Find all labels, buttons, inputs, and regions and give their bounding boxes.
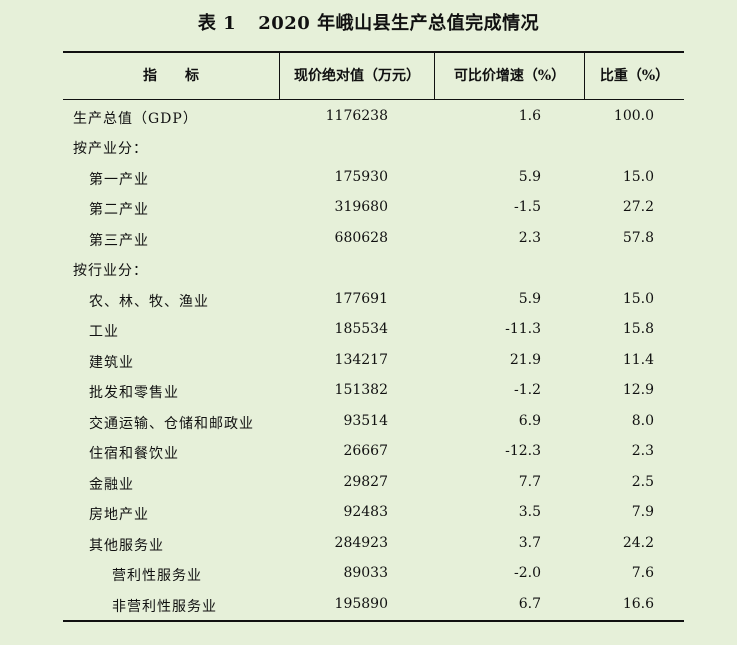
table-row: 建筑业 134217 21.9 11.4: [63, 346, 684, 376]
value-cell: 319680: [334, 199, 388, 215]
value-cell: 195890: [334, 596, 388, 612]
table-row: 按产业分：: [63, 132, 684, 162]
table-row: 第二产业 319680 -1.5 27.2: [63, 193, 684, 223]
row-label: 生产总值（GDP）: [73, 111, 198, 127]
row-label: 按产业分：: [73, 141, 148, 157]
growth-cell: 3.7: [518, 535, 541, 551]
value-cell: 29827: [343, 474, 388, 490]
growth-cell: 5.9: [518, 169, 541, 185]
table-row: 营利性服务业 89033 -2.0 7.6: [63, 559, 684, 589]
header-indicator: 指 标: [143, 68, 199, 84]
row-label: 第二产业: [89, 202, 149, 218]
growth-cell: 21.9: [509, 352, 541, 368]
table-row: 第一产业 175930 5.9 15.0: [63, 163, 684, 193]
value-cell: 185534: [334, 321, 388, 337]
value-cell: 92483: [343, 504, 388, 520]
row-label: 批发和零售业: [89, 385, 179, 401]
value-cell: 175930: [334, 169, 388, 185]
growth-cell: -1.5: [514, 199, 541, 215]
top-rule: [63, 51, 684, 53]
header-value: 现价绝对值（万元）: [294, 68, 420, 84]
table-row: 按行业分：: [63, 254, 684, 284]
header-divider: [279, 53, 280, 99]
row-label: 营利性服务业: [112, 568, 202, 584]
share-cell: 2.3: [631, 443, 654, 459]
growth-cell: 3.5: [518, 504, 541, 520]
row-label: 建筑业: [89, 355, 134, 371]
value-cell: 93514: [343, 413, 388, 429]
table-row: 其他服务业 284923 3.7 24.2: [63, 529, 684, 559]
table-row: 住宿和餐饮业 26667 -12.3 2.3: [63, 437, 684, 467]
share-cell: 12.9: [622, 382, 654, 398]
table-row: 生产总值（GDP） 1176238 1.6 100.0: [63, 102, 684, 132]
row-label: 交通运输、仓储和邮政业: [89, 416, 254, 432]
growth-cell: -1.2: [514, 382, 541, 398]
row-label: 工业: [89, 324, 119, 340]
growth-cell: 2.3: [518, 230, 541, 246]
growth-cell: -12.3: [505, 443, 541, 459]
share-cell: 7.6: [631, 565, 654, 581]
value-cell: 177691: [334, 291, 388, 307]
share-cell: 2.5: [631, 474, 654, 490]
growth-cell: 6.9: [518, 413, 541, 429]
header-divider: [584, 53, 585, 99]
growth-cell: -11.3: [505, 321, 541, 337]
share-cell: 7.9: [631, 504, 654, 520]
row-label: 房地产业: [89, 507, 149, 523]
table-title-text: 2020 年峨山县生产总值完成情况: [258, 13, 540, 34]
value-cell: 89033: [343, 565, 388, 581]
row-label: 第三产业: [89, 233, 149, 249]
row-label: 住宿和餐饮业: [89, 446, 179, 462]
header-share: 比重（%）: [599, 68, 670, 84]
share-cell: 11.4: [622, 352, 654, 368]
value-cell: 26667: [343, 443, 388, 459]
table-title: 表 1 2020 年峨山县生产总值完成情况: [0, 9, 737, 35]
table-row: 金融业 29827 7.7 2.5: [63, 468, 684, 498]
value-cell: 134217: [334, 352, 388, 368]
bottom-rule: [63, 620, 684, 622]
share-cell: 100.0: [613, 108, 654, 124]
share-cell: 8.0: [631, 413, 654, 429]
share-cell: 24.2: [622, 535, 654, 551]
growth-cell: 5.9: [518, 291, 541, 307]
table-number: 表 1: [197, 13, 237, 34]
table-row: 交通运输、仓储和邮政业 93514 6.9 8.0: [63, 407, 684, 437]
table-row: 工业 185534 -11.3 15.8: [63, 315, 684, 345]
header-rule: [63, 99, 684, 100]
row-label: 第一产业: [89, 172, 149, 188]
growth-cell: -2.0: [514, 565, 541, 581]
table-row: 非营利性服务业 195890 6.7 16.6: [63, 590, 684, 620]
value-cell: 680628: [334, 230, 388, 246]
share-cell: 15.8: [622, 321, 654, 337]
share-cell: 57.8: [622, 230, 654, 246]
header-growth: 可比价增速（%）: [453, 68, 566, 84]
row-label: 按行业分：: [73, 263, 148, 279]
row-label: 农、林、牧、渔业: [89, 294, 209, 310]
share-cell: 15.0: [622, 169, 654, 185]
growth-cell: 7.7: [518, 474, 541, 490]
share-cell: 27.2: [622, 199, 654, 215]
value-cell: 284923: [334, 535, 388, 551]
share-cell: 15.0: [622, 291, 654, 307]
table-row: 第三产业 680628 2.3 57.8: [63, 224, 684, 254]
table-row: 房地产业 92483 3.5 7.9: [63, 498, 684, 528]
table-row: 农、林、牧、渔业 177691 5.9 15.0: [63, 285, 684, 315]
header-divider: [434, 53, 435, 99]
row-label: 非营利性服务业: [112, 599, 217, 615]
value-cell: 151382: [334, 382, 388, 398]
growth-cell: 6.7: [518, 596, 541, 612]
growth-cell: 1.6: [518, 108, 541, 124]
row-label: 其他服务业: [89, 538, 164, 554]
value-cell: 1176238: [325, 108, 388, 124]
share-cell: 16.6: [622, 596, 654, 612]
table-row: 批发和零售业 151382 -1.2 12.9: [63, 376, 684, 406]
row-label: 金融业: [89, 477, 134, 493]
